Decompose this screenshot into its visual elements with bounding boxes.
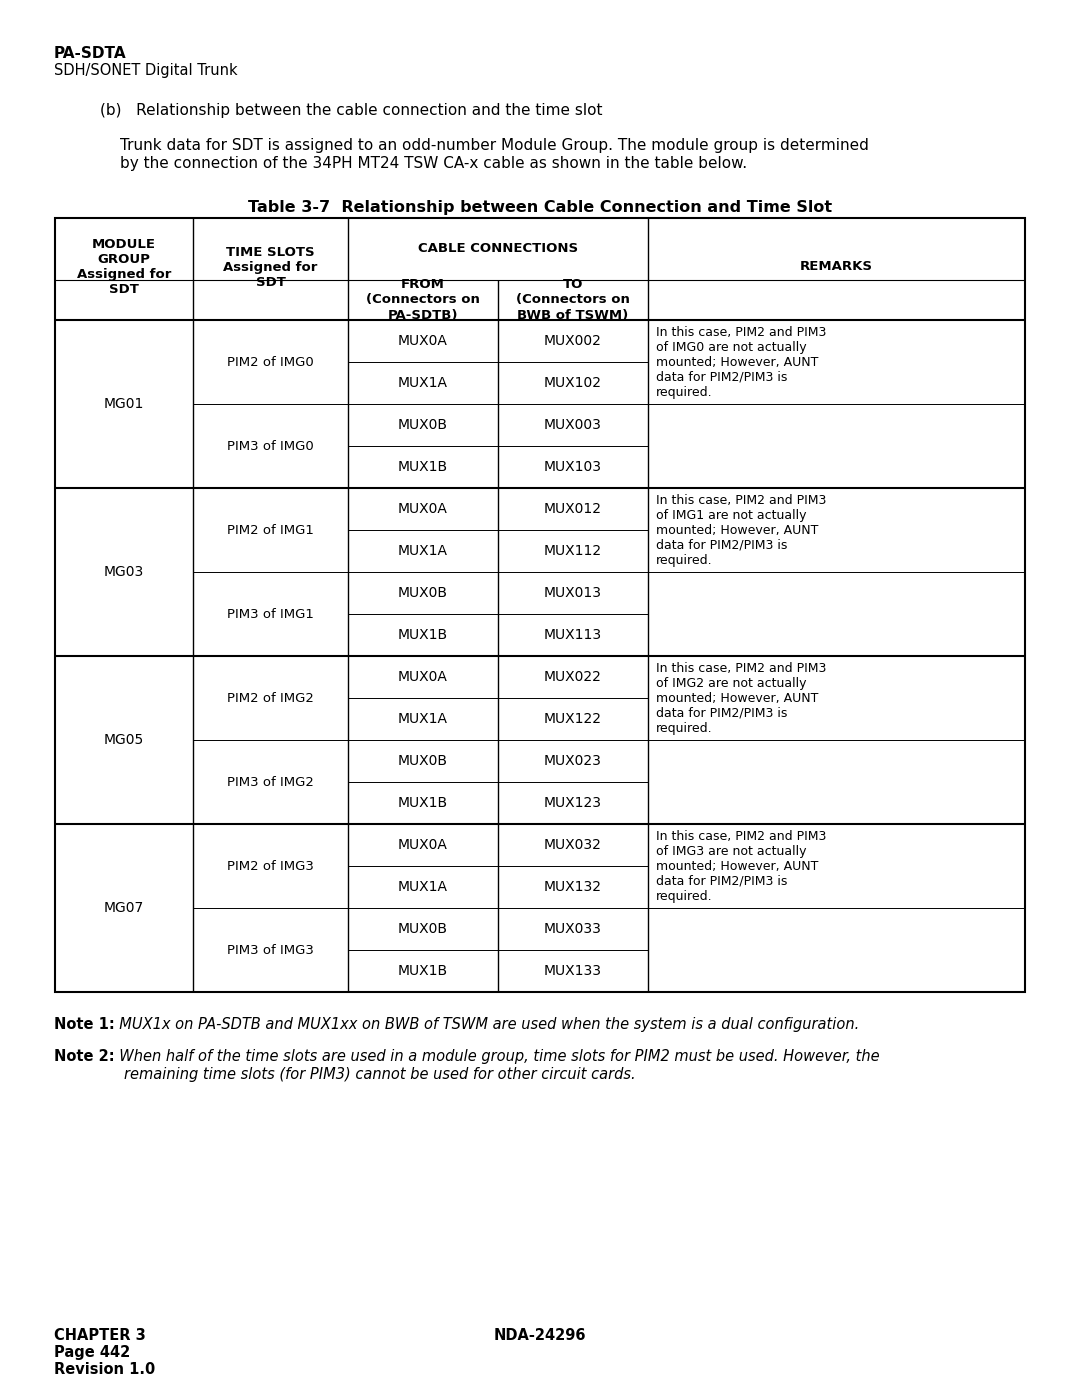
Text: MUX0A: MUX0A [399,502,448,515]
Text: PIM3 of IMG3: PIM3 of IMG3 [227,943,314,957]
Text: MUX0B: MUX0B [399,754,448,768]
Text: MUX132: MUX132 [544,880,602,894]
Text: MUX123: MUX123 [544,796,602,810]
Text: MUX122: MUX122 [544,712,602,726]
Text: MUX0A: MUX0A [399,838,448,852]
Text: MUX1B: MUX1B [397,964,448,978]
Bar [55,218,1025,992]
Text: NDA-24296: NDA-24296 [494,1329,586,1343]
Text: MUX022: MUX022 [544,671,602,685]
Text: MG07: MG07 [104,901,144,915]
Text: TO
(Connectors on
BWB of TSWM): TO (Connectors on BWB of TSWM) [516,278,630,321]
Text: MUX033: MUX033 [544,922,602,936]
Text: MUX1B: MUX1B [397,629,448,643]
Text: MUX1A: MUX1A [399,376,448,390]
Text: MUX102: MUX102 [544,376,602,390]
Text: CABLE CONNECTIONS: CABLE CONNECTIONS [418,243,578,256]
Text: MUX1A: MUX1A [399,712,448,726]
Text: MUX0A: MUX0A [399,671,448,685]
Text: Note 2:: Note 2: [54,1049,114,1065]
Text: MG03: MG03 [104,564,144,578]
Text: MUX023: MUX023 [544,754,602,768]
Text: PIM2 of IMG1: PIM2 of IMG1 [227,524,314,536]
Text: In this case, PIM2 and PIM3
of IMG1 are not actually
mounted; However, AUNT
data: In this case, PIM2 and PIM3 of IMG1 are … [656,495,826,567]
Text: MODULE
GROUP
Assigned for
SDT: MODULE GROUP Assigned for SDT [77,237,172,296]
Text: When half of the time slots are used in a module group, time slots for PIM2 must: When half of the time slots are used in … [110,1049,879,1065]
Text: MUX133: MUX133 [544,964,602,978]
Text: MG01: MG01 [104,397,145,411]
Text: MUX1B: MUX1B [397,460,448,474]
Text: CHAPTER 3: CHAPTER 3 [54,1329,146,1343]
Text: MUX113: MUX113 [544,629,602,643]
Text: MUX002: MUX002 [544,334,602,348]
Text: MUX0B: MUX0B [399,585,448,599]
Text: SDH/SONET Digital Trunk: SDH/SONET Digital Trunk [54,63,238,78]
Text: FROM
(Connectors on
PA-SDTB): FROM (Connectors on PA-SDTB) [366,278,480,321]
Text: MUX013: MUX013 [544,585,602,599]
Text: MUX1x on PA-SDTB and MUX1xx on BWB of TSWM are used when the system is a dual co: MUX1x on PA-SDTB and MUX1xx on BWB of TS… [110,1017,860,1032]
Text: PIM2 of IMG2: PIM2 of IMG2 [227,692,314,704]
Text: MUX032: MUX032 [544,838,602,852]
Text: MUX1B: MUX1B [397,796,448,810]
Text: remaining time slots (for PIM3) cannot be used for other circuit cards.: remaining time slots (for PIM3) cannot b… [124,1067,636,1083]
Text: MUX103: MUX103 [544,460,602,474]
Text: PIM3 of IMG2: PIM3 of IMG2 [227,775,314,788]
Text: Note 1:: Note 1: [54,1017,114,1032]
Text: Revision 1.0: Revision 1.0 [54,1362,156,1377]
Text: PIM2 of IMG0: PIM2 of IMG0 [227,355,314,369]
Text: by the connection of the 34PH MT24 TSW CA-x cable as shown in the table below.: by the connection of the 34PH MT24 TSW C… [120,156,747,170]
Text: Table 3-7  Relationship between Cable Connection and Time Slot: Table 3-7 Relationship between Cable Con… [248,200,832,215]
Text: PIM3 of IMG0: PIM3 of IMG0 [227,440,314,453]
Text: Trunk data for SDT is assigned to an odd-number Module Group. The module group i: Trunk data for SDT is assigned to an odd… [120,138,869,154]
Text: (b)   Relationship between the cable connection and the time slot: (b) Relationship between the cable conne… [100,103,603,117]
Text: MUX0A: MUX0A [399,334,448,348]
Text: MUX012: MUX012 [544,502,602,515]
Text: MUX0B: MUX0B [399,922,448,936]
Text: MUX112: MUX112 [544,543,602,557]
Text: MUX0B: MUX0B [399,418,448,432]
Text: In this case, PIM2 and PIM3
of IMG2 are not actually
mounted; However, AUNT
data: In this case, PIM2 and PIM3 of IMG2 are … [656,662,826,735]
Text: MUX003: MUX003 [544,418,602,432]
Text: MG05: MG05 [104,733,144,747]
Text: PIM3 of IMG1: PIM3 of IMG1 [227,608,314,620]
Text: MUX1A: MUX1A [399,543,448,557]
Text: PIM2 of IMG3: PIM2 of IMG3 [227,859,314,873]
Text: REMARKS: REMARKS [800,260,873,274]
Text: In this case, PIM2 and PIM3
of IMG0 are not actually
mounted; However, AUNT
data: In this case, PIM2 and PIM3 of IMG0 are … [656,326,826,400]
Text: In this case, PIM2 and PIM3
of IMG3 are not actually
mounted; However, AUNT
data: In this case, PIM2 and PIM3 of IMG3 are … [656,830,826,902]
Text: TIME SLOTS
Assigned for
SDT: TIME SLOTS Assigned for SDT [224,246,318,289]
Text: Page 442: Page 442 [54,1345,131,1361]
Text: MUX1A: MUX1A [399,880,448,894]
Text: PA-SDTA: PA-SDTA [54,46,126,61]
